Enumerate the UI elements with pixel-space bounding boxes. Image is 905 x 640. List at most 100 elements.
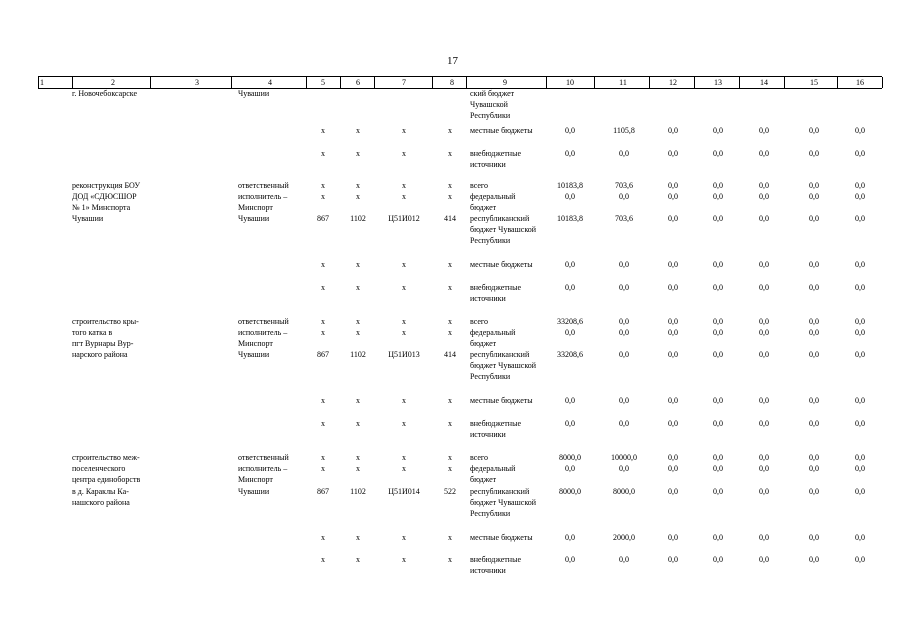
value-cell: 0,0 <box>855 396 865 405</box>
value-cell: 0,0 <box>855 260 865 269</box>
column-divider <box>594 77 595 88</box>
value-cell: 0,0 <box>619 464 629 473</box>
value-cell: 10183,8 <box>557 214 583 223</box>
value-cell: 0,0 <box>713 396 723 405</box>
value-cell: 0,0 <box>809 464 819 473</box>
column-header: 1 <box>40 78 44 87</box>
value-cell: 0,0 <box>809 419 819 428</box>
rzpr-cell: x <box>356 328 360 337</box>
value-cell: 0,0 <box>855 453 865 462</box>
column-header: 7 <box>402 78 406 87</box>
rzpr-cell: x <box>356 464 360 473</box>
value-cell: 0,0 <box>809 317 819 326</box>
column-header: 8 <box>450 78 454 87</box>
value-cell: 0,0 <box>809 214 819 223</box>
value-cell: 0,0 <box>565 283 575 292</box>
column-divider <box>649 77 650 88</box>
value-cell: 0,0 <box>619 350 629 359</box>
rzpr-cell: x <box>356 453 360 462</box>
rzpr-cell: x <box>356 317 360 326</box>
column-header: 11 <box>619 78 627 87</box>
value-cell: 0,0 <box>565 555 575 564</box>
grbs-cell: x <box>321 192 325 201</box>
value-cell: 0,0 <box>713 181 723 190</box>
value-cell: 0,0 <box>619 192 629 201</box>
value-cell: 0,0 <box>668 419 678 428</box>
column-divider <box>837 77 838 88</box>
csr-cell: x <box>402 464 406 473</box>
table-header: 1 2 3 4 5 6 7 8 9 10 11 12 13 14 15 16 <box>38 76 883 89</box>
object-name-cell: строительство меж- <box>72 453 140 462</box>
csr-cell: x <box>402 317 406 326</box>
value-cell: 0,0 <box>855 214 865 223</box>
value-cell: 0,0 <box>668 396 678 405</box>
value-cell: 0,0 <box>565 419 575 428</box>
column-divider <box>784 77 785 88</box>
funding-source-cell: республиканский бюджет Чувашской Республ… <box>470 487 537 518</box>
rzpr-cell: 1102 <box>350 487 366 496</box>
grbs-cell: x <box>321 533 325 542</box>
value-cell: 10000,0 <box>611 453 637 462</box>
value-cell: 2000,0 <box>613 533 635 542</box>
grbs-cell: x <box>321 260 325 269</box>
value-cell: 0,0 <box>668 464 678 473</box>
column-divider <box>466 77 467 88</box>
value-cell: 0,0 <box>713 328 723 337</box>
rzpr-cell: x <box>356 126 360 135</box>
rzpr-cell: x <box>356 396 360 405</box>
value-cell: 0,0 <box>565 149 575 158</box>
vr-cell: x <box>448 126 452 135</box>
value-cell: 0,0 <box>565 126 575 135</box>
vr-cell: x <box>448 181 452 190</box>
value-cell: 0,0 <box>809 555 819 564</box>
value-cell: 0,0 <box>668 350 678 359</box>
grbs-cell: x <box>321 317 325 326</box>
csr-cell: x <box>402 419 406 428</box>
value-cell: 0,0 <box>855 487 865 496</box>
value-cell: 0,0 <box>855 533 865 542</box>
value-cell: 0,0 <box>855 464 865 473</box>
value-cell: 0,0 <box>619 283 629 292</box>
page-number: 17 <box>447 55 458 67</box>
object-name-cell: того катка в <box>72 328 113 337</box>
value-cell: 0,0 <box>809 396 819 405</box>
value-cell: 0,0 <box>713 214 723 223</box>
value-cell: 0,0 <box>713 419 723 428</box>
column-divider <box>546 77 547 88</box>
funding-source-cell: внебюджетные источники <box>470 149 521 169</box>
value-cell: 0,0 <box>759 181 769 190</box>
value-cell: 0,0 <box>668 126 678 135</box>
value-cell: 0,0 <box>855 192 865 201</box>
column-divider <box>231 77 232 88</box>
value-cell: 0,0 <box>855 181 865 190</box>
column-header: 4 <box>268 78 272 87</box>
column-header: 16 <box>856 78 864 87</box>
value-cell: 0,0 <box>619 396 629 405</box>
value-cell: 8000,0 <box>613 487 635 496</box>
vr-cell: x <box>448 533 452 542</box>
column-header: 2 <box>111 78 115 87</box>
value-cell: 0,0 <box>809 181 819 190</box>
column-header: 9 <box>503 78 507 87</box>
object-name-cell: строительство кры- <box>72 317 139 326</box>
grbs-cell: x <box>321 419 325 428</box>
csr-cell: x <box>402 192 406 201</box>
rzpr-cell: x <box>356 149 360 158</box>
value-cell: 0,0 <box>565 328 575 337</box>
column-header: 6 <box>356 78 360 87</box>
funding-source-cell: федеральный бюджет <box>470 464 516 484</box>
value-cell: 8000,0 <box>559 453 581 462</box>
value-cell: 0,0 <box>759 419 769 428</box>
executor-cell: Чувашии <box>238 487 270 496</box>
value-cell: 0,0 <box>759 149 769 158</box>
value-cell: 0,0 <box>668 283 678 292</box>
value-cell: 0,0 <box>713 126 723 135</box>
value-cell: 0,0 <box>759 453 769 462</box>
executor-cell: ответственный <box>238 181 289 190</box>
value-cell: 0,0 <box>619 419 629 428</box>
vr-cell: x <box>448 396 452 405</box>
executor-cell: Минспорт <box>238 203 273 212</box>
value-cell: 0,0 <box>668 181 678 190</box>
funding-source-cell: местные бюджеты <box>470 533 533 542</box>
vr-cell: x <box>448 328 452 337</box>
